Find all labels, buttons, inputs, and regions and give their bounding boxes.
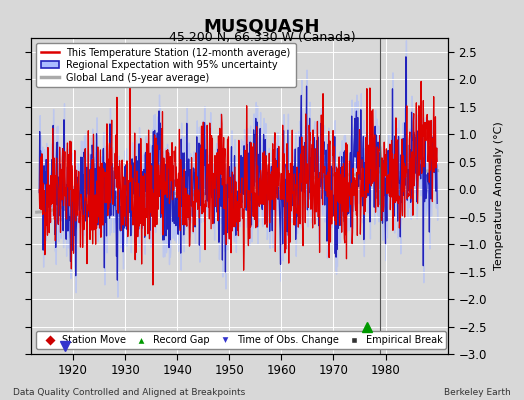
Text: Data Quality Controlled and Aligned at Breakpoints: Data Quality Controlled and Aligned at B…	[13, 388, 245, 397]
Text: 45.200 N, 66.330 W (Canada): 45.200 N, 66.330 W (Canada)	[169, 31, 355, 44]
Legend: Station Move, Record Gap, Time of Obs. Change, Empirical Break: Station Move, Record Gap, Time of Obs. C…	[36, 331, 446, 349]
Y-axis label: Temperature Anomaly (°C): Temperature Anomaly (°C)	[494, 122, 504, 270]
Text: MUSQUASH: MUSQUASH	[204, 18, 320, 36]
Text: Berkeley Earth: Berkeley Earth	[444, 388, 511, 397]
